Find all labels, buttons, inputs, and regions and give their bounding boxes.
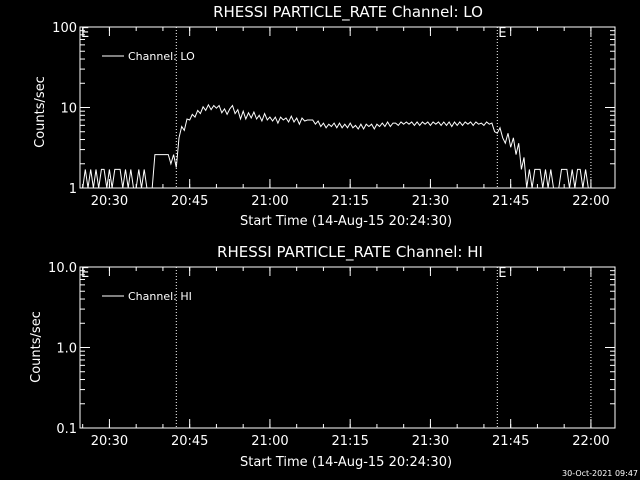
x-tick-label: 21:00 (251, 194, 288, 209)
event-marker-label: E (498, 26, 506, 41)
event-marker-label: E (81, 266, 89, 281)
x-tick-label: 22:00 (572, 434, 609, 449)
y-tick-label: 1.0 (56, 342, 77, 357)
y-axis-label: Counts/sec (33, 76, 48, 148)
event-marker-label: E (498, 266, 506, 281)
y-tick-label: 10.0 (48, 261, 77, 276)
y-axis-label: Counts/sec (29, 311, 44, 383)
y-tick-label: 1 (69, 182, 77, 197)
x-axis-label: Start Time (14-Aug-15 20:24:30) (240, 214, 452, 229)
chart-title: RHESSI PARTICLE_RATE Channel: HI (217, 243, 483, 262)
x-tick-label: 21:00 (251, 434, 288, 449)
panel-hi: RHESSI PARTICLE_RATE Channel: HI Counts/… (29, 243, 616, 470)
x-tick-label: 20:45 (171, 194, 208, 209)
x-tick-label: 21:45 (492, 434, 529, 449)
legend-label: Channel: LO (128, 50, 195, 63)
y-tick-label: 10 (60, 102, 77, 117)
x-tick-label: 22:00 (572, 194, 609, 209)
x-tick-label: 20:30 (91, 194, 128, 209)
panel-lo: RHESSI PARTICLE_RATE Channel: LO Counts/… (33, 3, 616, 229)
x-tick-label: 21:15 (331, 434, 368, 449)
x-tick-label: 20:45 (171, 434, 208, 449)
y-tick-label: 0.1 (56, 422, 77, 437)
y-tick-label: 100 (52, 21, 77, 36)
chart-title: RHESSI PARTICLE_RATE Channel: LO (213, 3, 483, 22)
x-tick-label: 20:30 (91, 434, 128, 449)
legend-label: Channel: HI (128, 290, 192, 303)
event-marker-label: E (81, 26, 89, 41)
x-tick-label: 21:45 (492, 194, 529, 209)
x-tick-label: 21:30 (412, 434, 449, 449)
x-axis-label: Start Time (14-Aug-15 20:24:30) (240, 455, 452, 470)
x-tick-label: 21:15 (331, 194, 368, 209)
series-line (80, 103, 591, 189)
date-stamp: 30-Oct-2021 09:47 (562, 469, 638, 478)
x-tick-label: 21:30 (412, 194, 449, 209)
